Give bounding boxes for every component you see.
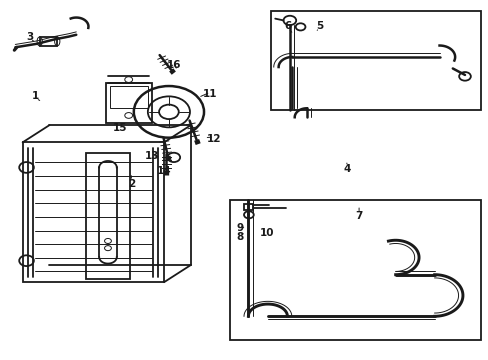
Text: 12: 12 bbox=[206, 134, 221, 144]
Text: 11: 11 bbox=[203, 89, 217, 99]
Text: 9: 9 bbox=[236, 224, 243, 233]
Bar bbox=[105, 83, 152, 123]
Text: 16: 16 bbox=[166, 60, 181, 70]
Text: 8: 8 bbox=[236, 232, 243, 242]
Text: 3: 3 bbox=[26, 32, 34, 41]
Bar bbox=[22, 142, 163, 282]
Text: 10: 10 bbox=[260, 228, 274, 238]
Text: 15: 15 bbox=[113, 123, 127, 133]
Text: 1: 1 bbox=[32, 91, 40, 101]
Bar bbox=[40, 37, 57, 46]
Bar bbox=[244, 204, 253, 211]
Text: 2: 2 bbox=[127, 179, 135, 189]
Text: 13: 13 bbox=[144, 151, 159, 161]
Text: 6: 6 bbox=[284, 21, 291, 31]
Text: 4: 4 bbox=[343, 164, 350, 174]
Text: 5: 5 bbox=[315, 21, 323, 31]
Bar bbox=[271, 12, 480, 110]
Bar bbox=[110, 86, 148, 108]
Bar bbox=[86, 153, 130, 279]
Text: 7: 7 bbox=[355, 211, 362, 221]
Bar bbox=[229, 200, 480, 339]
Text: 14: 14 bbox=[157, 166, 171, 176]
